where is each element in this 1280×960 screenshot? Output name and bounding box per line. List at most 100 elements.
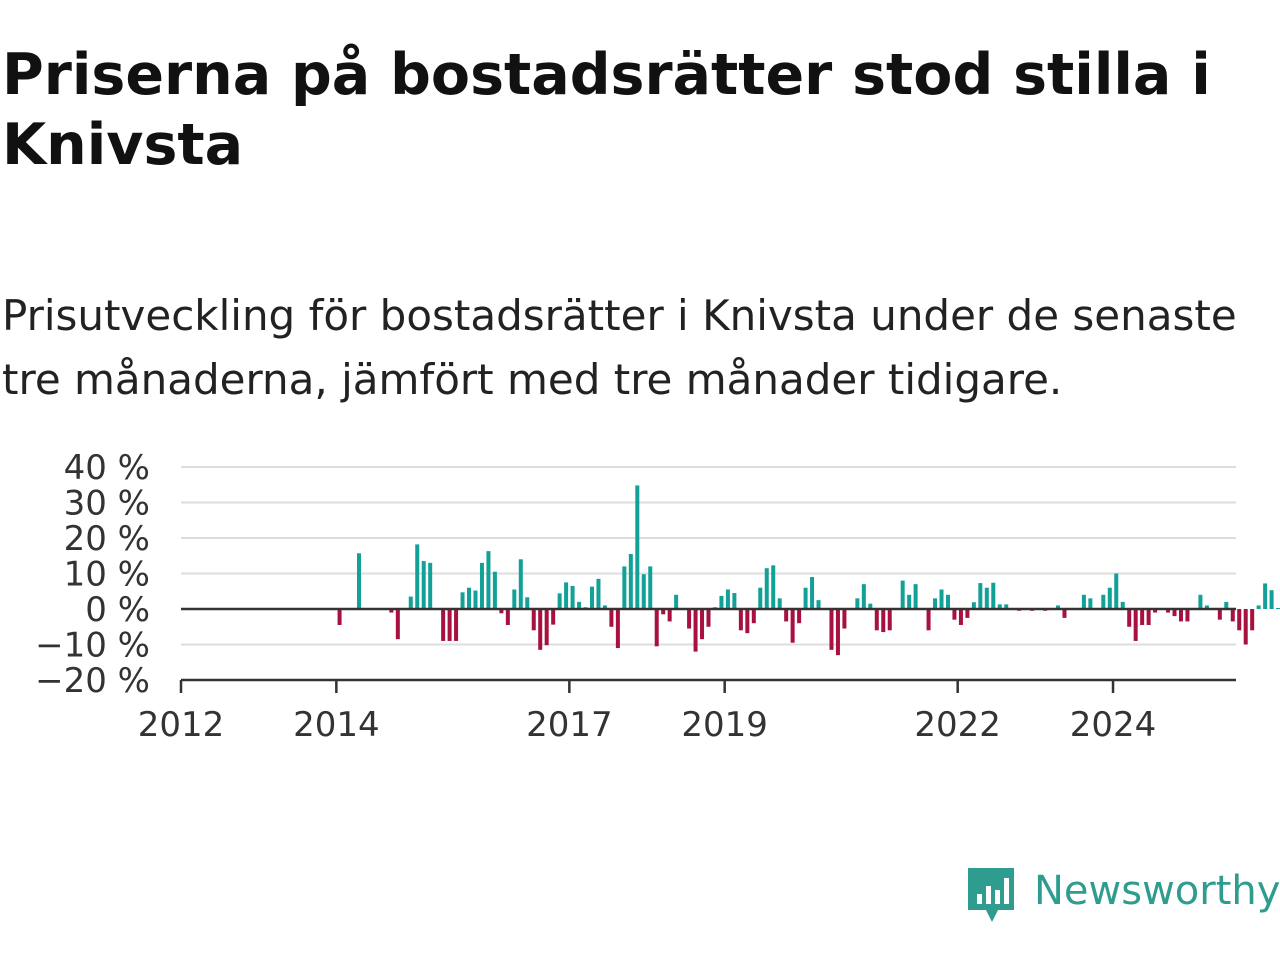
bar — [609, 609, 614, 627]
y-tick-label: −10 % — [35, 626, 150, 666]
bar — [395, 609, 400, 640]
bar — [1153, 609, 1158, 613]
bar — [628, 553, 633, 609]
x-tick-label: 2012 — [138, 705, 225, 745]
bar — [544, 609, 549, 646]
bar — [758, 587, 763, 609]
bar — [654, 609, 659, 647]
bar — [1004, 604, 1009, 609]
bar — [1062, 609, 1067, 618]
bar — [505, 609, 510, 625]
y-tick-label: 30 % — [64, 484, 150, 524]
bar — [1178, 609, 1183, 622]
bar — [551, 609, 556, 625]
bar — [687, 609, 692, 629]
bar — [661, 609, 666, 615]
bar — [719, 595, 724, 609]
bar — [415, 544, 420, 609]
bar — [803, 587, 808, 609]
bar-chart: 40 %30 %20 %10 %0 %−10 %−20 %2012 2014 201… — [35, 448, 1280, 745]
bar — [596, 578, 601, 609]
bar — [907, 594, 912, 609]
bar — [1256, 605, 1261, 609]
bar — [784, 609, 789, 622]
bar — [978, 583, 983, 609]
bar — [1243, 609, 1248, 645]
bar — [1166, 609, 1171, 613]
bar — [492, 571, 497, 609]
bar — [725, 589, 730, 609]
axes — [179, 607, 1236, 693]
bar — [835, 609, 840, 656]
bar — [732, 593, 737, 609]
bar — [1120, 601, 1125, 609]
x-tick-label: 2024 — [1070, 705, 1157, 745]
bar — [991, 582, 996, 609]
bar — [577, 601, 582, 609]
bar — [1172, 609, 1177, 617]
bar — [441, 609, 446, 641]
y-tick-label: 0 % — [85, 590, 150, 630]
bar — [356, 553, 361, 609]
bar — [648, 566, 653, 609]
bar — [602, 605, 607, 609]
bar — [706, 609, 711, 627]
bar — [751, 609, 756, 624]
chart-subtitle: Prisutveckling för bostadsrätter i Knivs… — [2, 291, 1237, 404]
bar — [887, 609, 892, 631]
bar — [635, 485, 640, 609]
bar — [816, 600, 821, 610]
bar — [1081, 594, 1086, 609]
bar — [518, 559, 523, 609]
bar — [1250, 609, 1255, 631]
bar — [1185, 609, 1190, 622]
newsworthy-logo: Newsworthy — [964, 864, 1280, 928]
bar — [965, 609, 970, 618]
bar — [771, 565, 776, 609]
bar — [447, 609, 452, 641]
bar — [810, 577, 815, 609]
bar — [615, 609, 620, 649]
bar — [913, 584, 918, 609]
bar — [797, 609, 802, 624]
bar — [829, 609, 834, 650]
bar — [1263, 583, 1268, 609]
bar — [1276, 608, 1280, 609]
bar — [454, 609, 459, 641]
bar — [641, 574, 646, 609]
bar — [1101, 594, 1106, 609]
bar — [486, 551, 491, 609]
bar — [939, 589, 944, 609]
chart-title: Priserna på bostadsrätter stod stilla i … — [2, 42, 1211, 178]
bar — [868, 603, 873, 609]
bar — [499, 609, 504, 614]
bar — [842, 609, 847, 629]
bar — [564, 582, 569, 610]
bar — [958, 609, 963, 625]
newsworthy-logo-icon — [968, 868, 1014, 922]
bar — [1056, 605, 1061, 609]
bar — [1204, 605, 1209, 609]
bar — [538, 609, 543, 650]
bar — [1217, 609, 1222, 620]
bar — [1230, 609, 1235, 622]
x-tick-label: 2017 — [526, 705, 613, 745]
bar — [764, 568, 769, 609]
bar — [997, 604, 1002, 609]
bar — [408, 596, 413, 609]
bar — [971, 602, 976, 609]
x-tick-label: 2022 — [914, 705, 1001, 745]
bar — [1224, 601, 1229, 609]
y-tick-label: −20 % — [35, 661, 150, 701]
bar — [421, 561, 426, 609]
bar — [1140, 609, 1145, 625]
y-tick-label: 40 % — [64, 448, 150, 488]
bar — [777, 598, 782, 609]
bar — [900, 580, 905, 609]
bar — [389, 609, 394, 613]
bar — [473, 590, 478, 609]
y-tick-label: 20 % — [64, 519, 150, 559]
bar — [1146, 609, 1151, 625]
bar — [790, 609, 795, 643]
bar — [674, 594, 679, 609]
